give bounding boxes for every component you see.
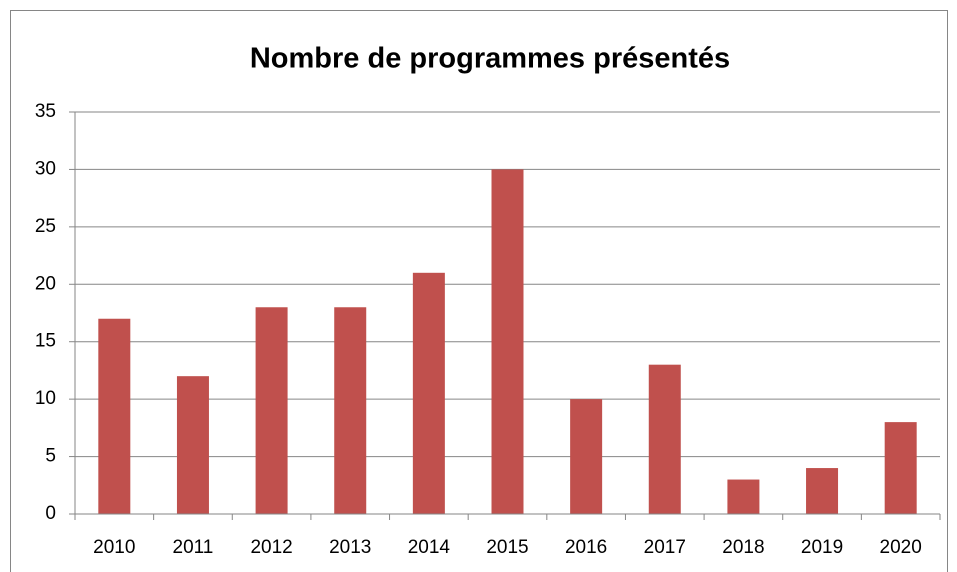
x-tick-label: 2019 xyxy=(801,537,843,558)
x-tick-label: 2020 xyxy=(880,537,922,558)
x-tick-label: 2010 xyxy=(93,537,135,558)
bar xyxy=(491,169,524,514)
y-tick-label: 30 xyxy=(35,158,56,179)
bar xyxy=(806,468,839,514)
y-tick-label: 20 xyxy=(35,273,56,294)
bar xyxy=(727,479,760,514)
y-tick-label: 35 xyxy=(35,101,56,122)
bar xyxy=(176,376,209,514)
bar xyxy=(98,318,131,514)
x-tick-label: 2011 xyxy=(173,537,214,558)
y-tick-label: 5 xyxy=(45,446,56,467)
y-tick-label: 0 xyxy=(45,503,56,524)
y-tick-label: 10 xyxy=(35,388,56,409)
bar xyxy=(334,307,367,514)
x-tick-label: 2012 xyxy=(250,537,292,558)
x-tick-label: 2016 xyxy=(565,537,607,558)
chart-border xyxy=(10,10,948,572)
bar xyxy=(884,422,917,514)
x-tick-label: 2018 xyxy=(722,537,764,558)
bar xyxy=(412,272,445,514)
y-tick-label: 15 xyxy=(35,331,56,352)
chart-title: Nombre de programmes présentés xyxy=(250,43,730,75)
x-tick-label: 2014 xyxy=(408,537,451,558)
x-tick-label: 2017 xyxy=(644,537,686,558)
x-tick-label: 2013 xyxy=(329,537,371,558)
y-tick-label: 25 xyxy=(35,216,56,237)
bar xyxy=(255,307,288,514)
bar xyxy=(648,364,681,514)
bar xyxy=(570,399,603,514)
x-tick-label: 2015 xyxy=(486,537,528,558)
